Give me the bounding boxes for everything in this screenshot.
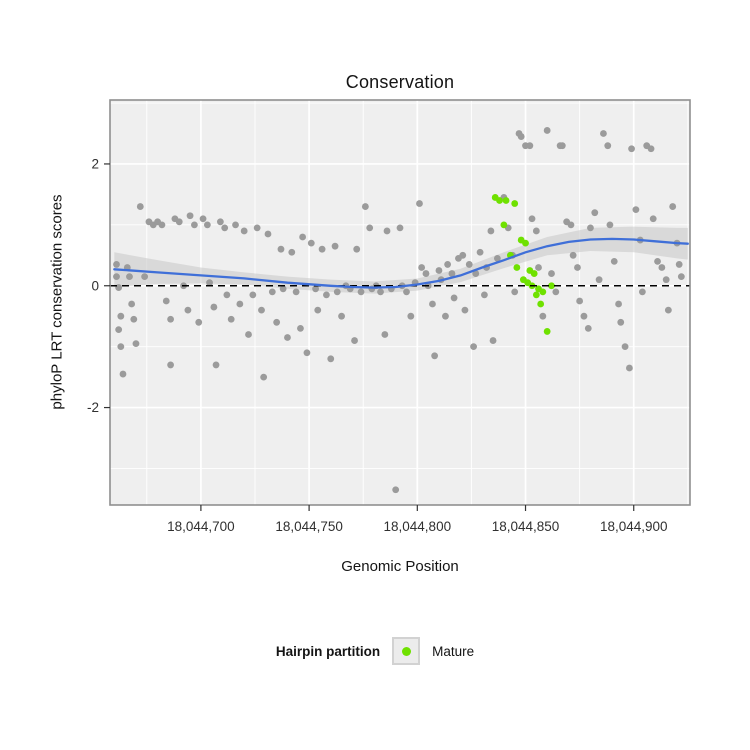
svg-text:18,044,800: 18,044,800	[384, 519, 452, 534]
legend-title: Hairpin partition	[275, 643, 381, 659]
legend: Hairpin partition Mature	[0, 637, 750, 665]
svg-text:18,044,700: 18,044,700	[167, 519, 235, 534]
legend-item-label: Mature	[432, 643, 475, 659]
svg-text:-2: -2	[87, 400, 99, 415]
svg-text:18,044,850: 18,044,850	[492, 519, 560, 534]
svg-text:2: 2	[91, 156, 99, 171]
x-axis-title: Genomic Position	[341, 558, 459, 575]
svg-text:18,044,900: 18,044,900	[600, 519, 668, 534]
legend-dot-mature	[401, 646, 411, 656]
legend-key	[392, 637, 421, 665]
svg-text:18,044,750: 18,044,750	[275, 519, 343, 534]
svg-text:0: 0	[91, 278, 99, 293]
y-axis-title: phyloP LRT conservation scores	[48, 194, 66, 410]
chart-title: Conservation	[345, 72, 455, 92]
